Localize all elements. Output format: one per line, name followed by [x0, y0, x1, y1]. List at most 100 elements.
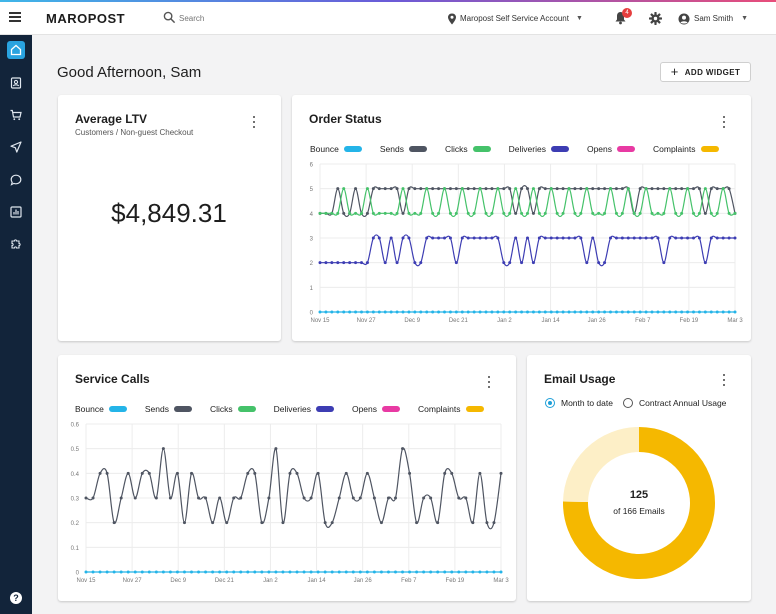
- order-status-point-deliveries: [526, 236, 529, 240]
- order-status-point-bounce: [609, 310, 612, 314]
- service-calls-title: Service Calls: [75, 372, 150, 386]
- sidebar-item-reports[interactable]: [7, 203, 25, 221]
- order-status-legend-bounce[interactable]: Bounce: [310, 144, 362, 154]
- notification-badge[interactable]: 4: [622, 8, 632, 18]
- account-switcher[interactable]: Maropost Self Service Account ▼: [447, 11, 583, 26]
- order-status-legend-opens[interactable]: Opens: [587, 144, 635, 154]
- order-status-point-deliveries: [614, 236, 618, 240]
- order-status-point-deliveries: [644, 236, 648, 240]
- service-calls-point-bounce: [450, 570, 454, 574]
- service-calls-legend-sends[interactable]: Sends: [145, 404, 192, 414]
- order-status-legend-sends[interactable]: Sends: [380, 144, 427, 154]
- order-status-point-clicks: [508, 211, 512, 215]
- order-status-point-deliveries: [496, 236, 500, 240]
- order-status-point-clicks: [531, 187, 535, 191]
- email-usage-donut: [563, 427, 715, 579]
- order-status-point-bounce: [377, 310, 381, 314]
- add-widget-button[interactable]: + ADD WIDGET: [660, 62, 751, 82]
- order-status-point-bounce: [448, 310, 452, 314]
- order-status-point-bounce: [626, 310, 630, 314]
- service-calls-point-sends: [175, 471, 179, 475]
- service-calls-point-sends: [190, 471, 194, 475]
- service-calls-point-sends: [478, 471, 482, 475]
- order-status-legend: Bounce Sends Clicks Deliveries Opens Complain…: [310, 144, 737, 154]
- gear-icon[interactable]: [649, 12, 662, 25]
- radio-contract-annual-usage[interactable]: [622, 398, 633, 408]
- order-status-point-clicks: [330, 211, 334, 215]
- service-calls-point-bounce: [246, 570, 250, 574]
- order-status-point-sends: [561, 187, 565, 191]
- menu-icon[interactable]: [9, 12, 21, 22]
- order-status-point-deliveries: [585, 261, 589, 265]
- service-calls-point-sends: [499, 471, 503, 475]
- sidebar-item-home[interactable]: [7, 41, 25, 59]
- order-status-point-deliveries: [543, 236, 547, 240]
- service-calls-point-sends: [429, 496, 433, 500]
- order-status-point-sends: [537, 187, 541, 191]
- service-calls-point-sends: [330, 521, 334, 525]
- order-status-point-deliveries: [680, 236, 684, 240]
- order-status-point-sends: [502, 187, 506, 191]
- order-status-point-deliveries: [656, 236, 660, 240]
- order-status-point-deliveries: [591, 236, 595, 240]
- service-calls-point-bounce: [457, 570, 461, 574]
- search-input[interactable]: [179, 11, 299, 25]
- legend-label: Bounce: [75, 404, 104, 414]
- service-calls-point-bounce: [499, 570, 503, 574]
- service-calls-more-icon[interactable]: [486, 376, 492, 388]
- order-status-legend-deliveries[interactable]: Deliveries: [509, 144, 569, 154]
- service-calls-point-bounce: [309, 570, 313, 574]
- order-status-point-deliveries: [668, 236, 672, 240]
- radio-month-to-date[interactable]: [545, 398, 555, 408]
- order-status-point-deliveries: [348, 261, 352, 265]
- email-usage-of-label: of 166 Emails: [613, 506, 665, 516]
- service-calls-legend-opens[interactable]: Opens: [352, 404, 400, 414]
- service-calls-point-bounce: [492, 570, 496, 574]
- sidebar-item-conversations[interactable]: [7, 171, 25, 189]
- sidebar-item-contacts[interactable]: [7, 74, 25, 92]
- ltv-more-icon[interactable]: [251, 116, 257, 128]
- user-menu[interactable]: Sam Smith ▼: [678, 11, 748, 26]
- order-status-point-clicks: [715, 211, 719, 215]
- service-calls-y-tick: 0.2: [71, 521, 80, 527]
- order-status-y-tick: 1: [310, 286, 314, 292]
- maropost-logo[interactable]: MAROPOST: [46, 11, 126, 26]
- order-status-point-bounce: [502, 310, 506, 314]
- sidebar-item-commerce[interactable]: [7, 106, 25, 124]
- sidebar-item-integrations[interactable]: [7, 235, 25, 253]
- order-status-point-clicks: [502, 211, 506, 215]
- service-calls-legend-bounce[interactable]: Bounce: [75, 404, 127, 414]
- order-status-legend-clicks[interactable]: Clicks: [445, 144, 491, 154]
- service-calls-point-sends: [225, 521, 229, 525]
- service-calls-point-bounce: [147, 570, 151, 574]
- email-usage-more-icon[interactable]: [721, 374, 727, 386]
- order-status-point-clicks: [686, 187, 690, 191]
- service-calls-point-sends: [379, 521, 383, 525]
- service-calls-point-bounce: [105, 570, 109, 574]
- order-status-x-tick: Dec 21: [449, 318, 469, 324]
- order-status-legend-complaints[interactable]: Complaints: [653, 144, 719, 154]
- legend-label: Opens: [351, 404, 377, 414]
- order-status-point-deliveries: [727, 236, 731, 240]
- service-calls-legend-clicks[interactable]: Clicks: [210, 404, 256, 414]
- service-calls-point-bounce: [182, 570, 186, 574]
- option-month-to-date-label[interactable]: Month to date: [561, 398, 613, 408]
- service-calls-x-tick: Dec 9: [170, 578, 186, 584]
- service-calls-legend-complaints[interactable]: Complaints: [418, 404, 484, 414]
- order-status-point-sends: [709, 187, 713, 191]
- order-status-more-icon[interactable]: [721, 116, 727, 128]
- search-icon[interactable]: [163, 11, 176, 24]
- order-status-point-sends: [603, 187, 607, 191]
- service-calls-point-bounce: [126, 570, 130, 574]
- service-calls-point-sends: [316, 471, 320, 475]
- sidebar-item-campaigns[interactable]: [7, 138, 25, 156]
- service-calls-point-sends: [204, 496, 208, 500]
- help-icon[interactable]: ?: [10, 592, 22, 604]
- order-status-point-bounce: [561, 310, 565, 314]
- order-status-point-deliveries: [638, 236, 642, 240]
- option-contract-annual-label[interactable]: Contract Annual Usage: [638, 398, 727, 408]
- service-calls-legend-deliveries[interactable]: Deliveries: [274, 404, 334, 414]
- order-status-point-deliveries: [342, 261, 346, 265]
- top-accent-bar: [0, 0, 776, 2]
- legend-label: Sends: [379, 144, 404, 154]
